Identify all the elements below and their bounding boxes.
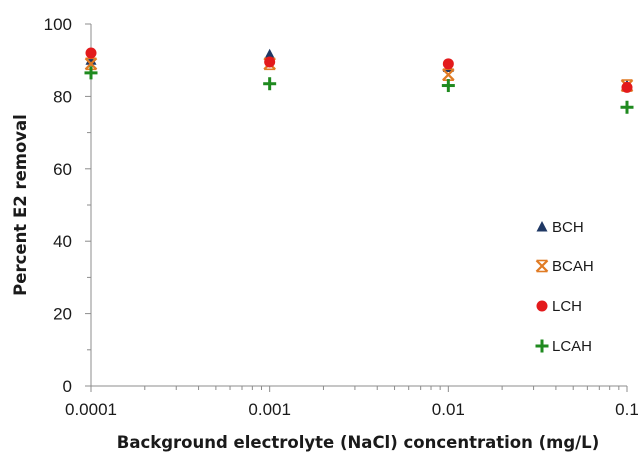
x-tick-label: 0.001 — [248, 400, 291, 419]
legend-marker — [536, 221, 548, 232]
legend-marker — [535, 259, 549, 273]
data-point — [264, 48, 276, 60]
legend-marker — [536, 300, 548, 312]
y-ticks: 0 20 40 60 80 100 — [44, 15, 91, 396]
data-point — [620, 100, 634, 114]
x-tick-label: 0.1 — [615, 400, 639, 419]
legend-label: BCH — [552, 219, 584, 236]
x-tick-label: 0.01 — [432, 400, 465, 419]
legend-item-lch: LCH — [536, 298, 582, 315]
legend-label: LCAH — [552, 338, 592, 355]
legend-label: BCAH — [552, 258, 594, 275]
series-bch — [85, 48, 633, 91]
data-point — [264, 56, 276, 68]
x-axis-title: Background electrolyte (NaCl) concentrat… — [117, 433, 599, 452]
data-point — [442, 58, 454, 70]
y-tick-label: 80 — [53, 87, 72, 106]
legend-marker — [535, 339, 549, 353]
legend: BCH BCAH LCH LCAH — [535, 219, 594, 355]
data-point — [441, 79, 455, 93]
x-tick-label: 0.0001 — [65, 400, 117, 419]
data-point — [263, 77, 277, 91]
series-bcah — [84, 57, 634, 92]
y-tick-label: 20 — [53, 305, 72, 324]
series-lcah — [84, 66, 634, 114]
data-point — [84, 66, 98, 80]
y-tick-label: 100 — [44, 15, 72, 34]
y-tick-label: 0 — [63, 377, 72, 396]
y-tick-label: 40 — [53, 232, 72, 251]
series-lch — [85, 47, 633, 93]
x-ticks: 0.0001 0.001 0.01 0.1 — [65, 386, 639, 419]
y-axis-title: Percent E2 removal — [11, 114, 30, 296]
legend-item-lcah: LCAH — [535, 338, 592, 355]
legend-item-bcah: BCAH — [535, 258, 594, 275]
data-point — [85, 47, 97, 59]
legend-item-bch: BCH — [536, 219, 584, 236]
legend-label: LCH — [552, 298, 582, 315]
data-point — [621, 81, 633, 93]
data-points — [84, 47, 634, 114]
axes: 0 20 40 60 80 100 0.0001 0.001 0.01 0.1 — [44, 15, 639, 419]
y-tick-label: 60 — [53, 160, 72, 179]
